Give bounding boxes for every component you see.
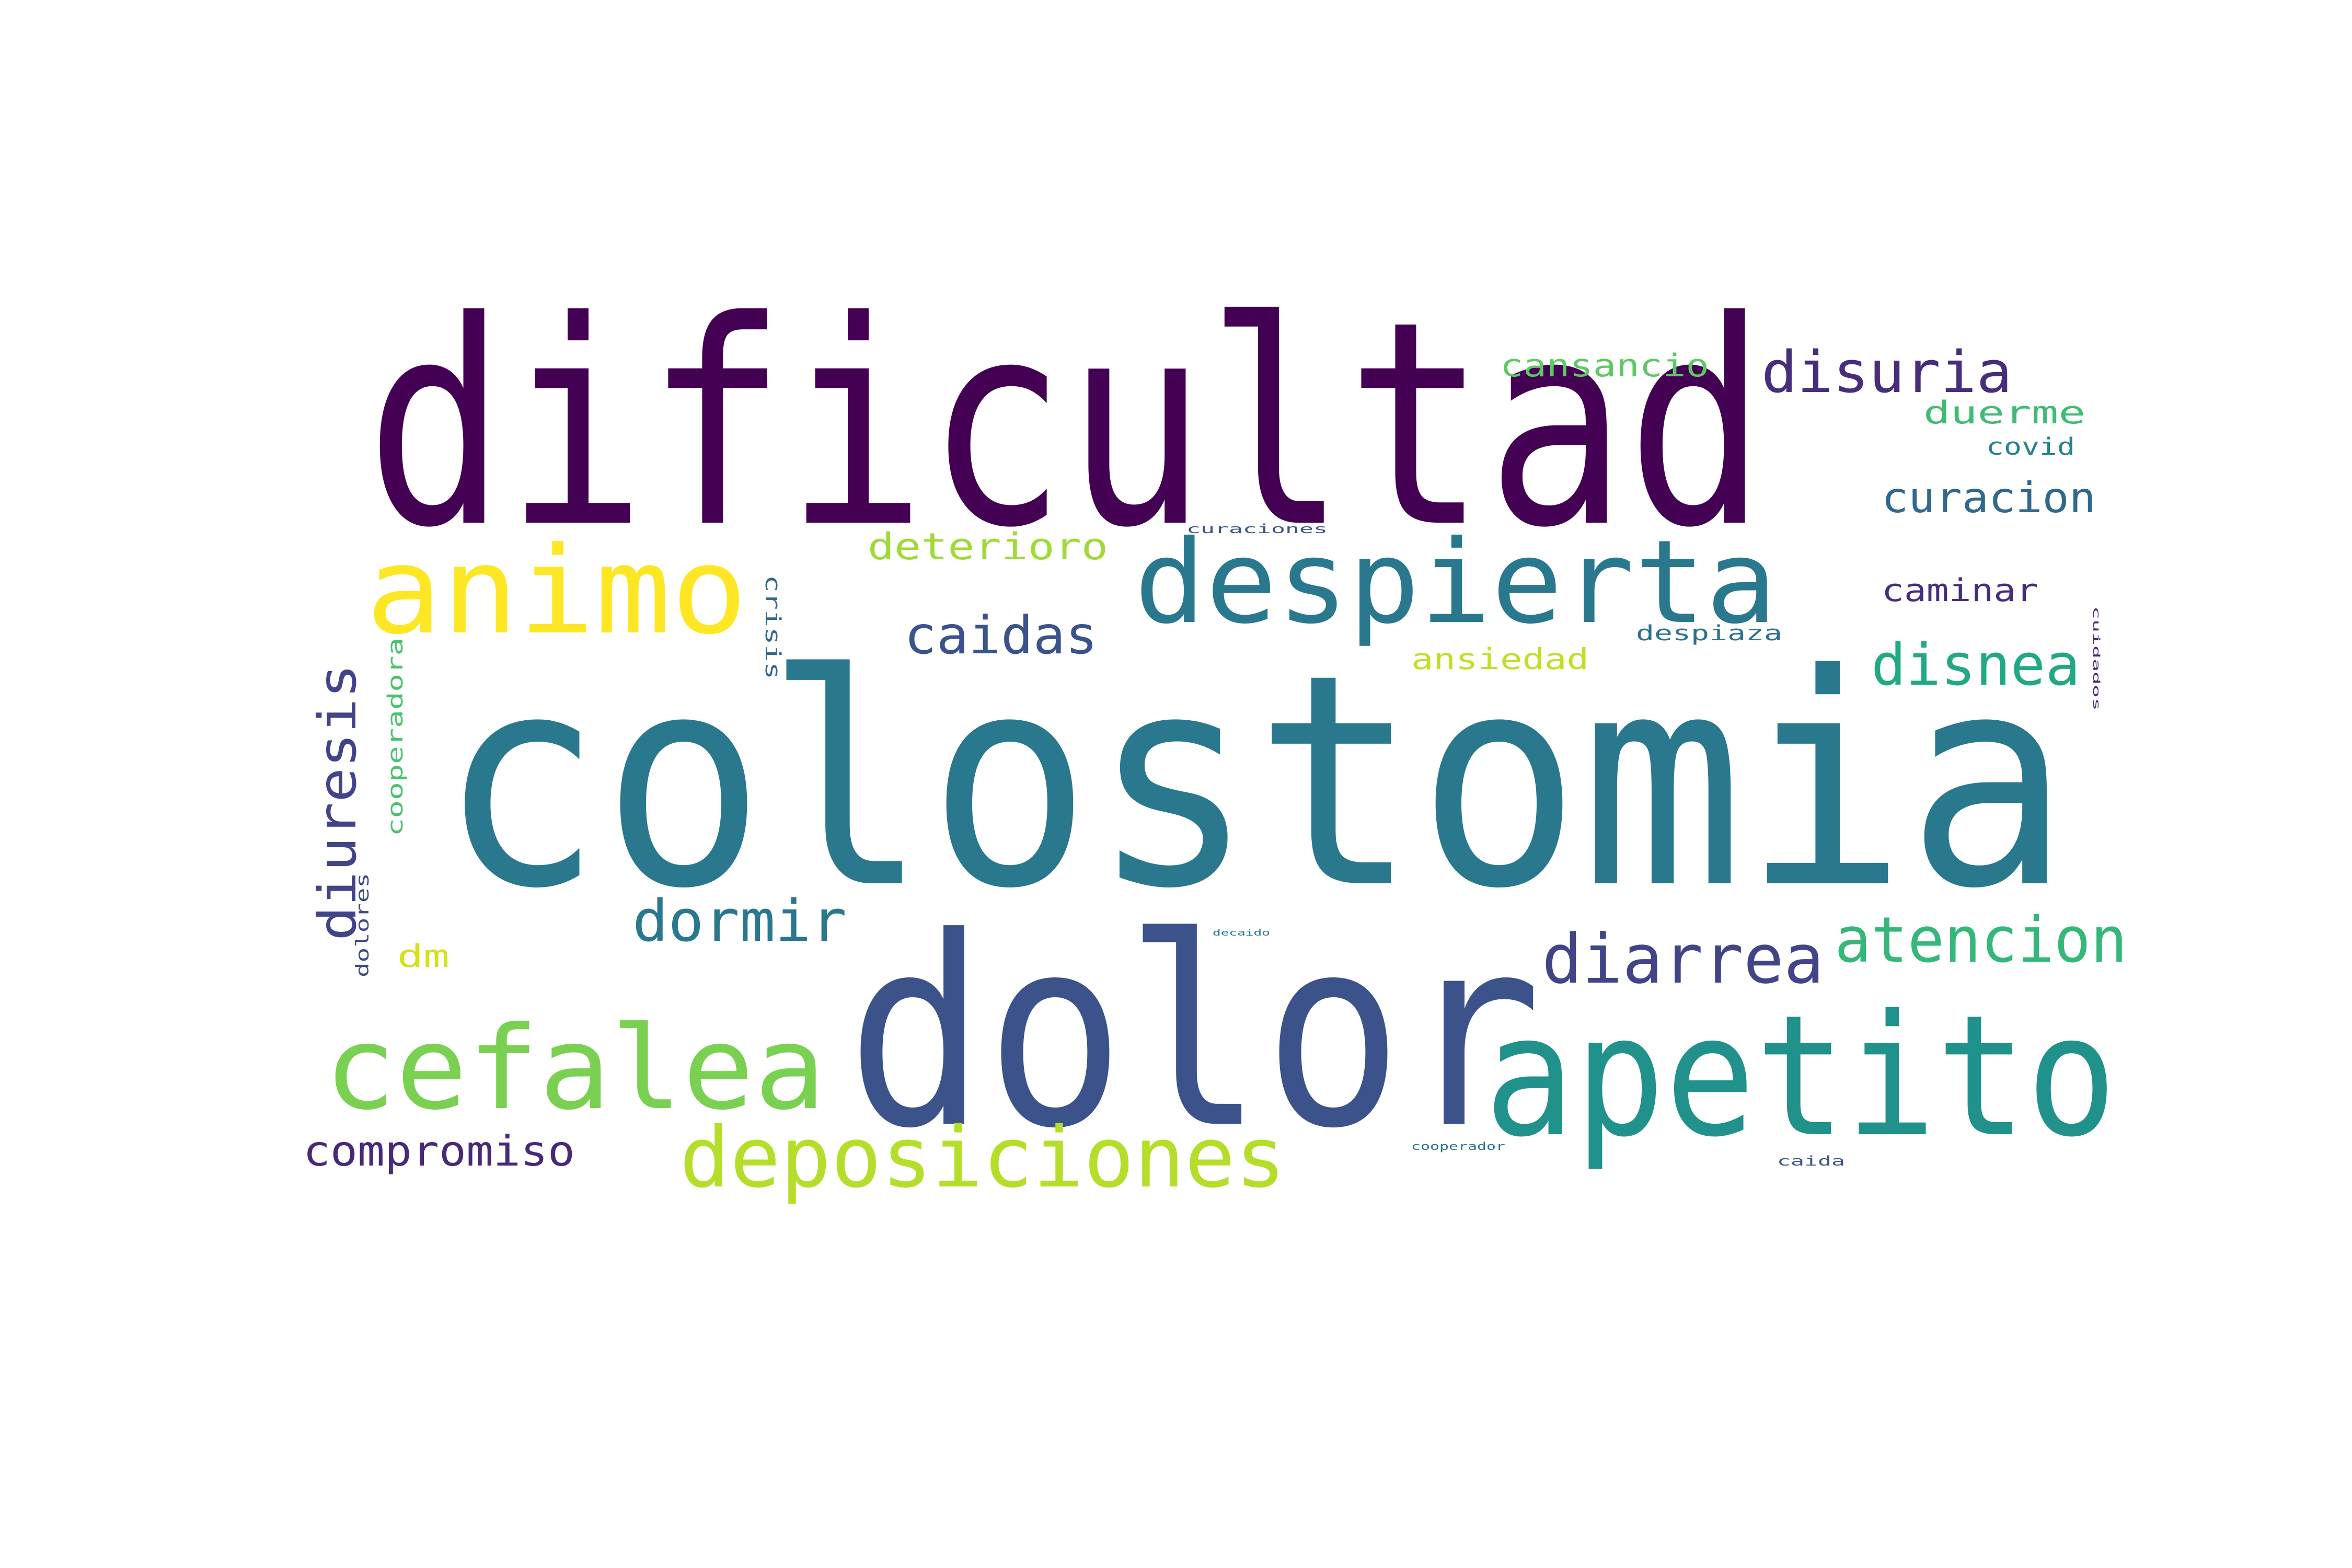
- word-crisis: crisis: [760, 575, 785, 679]
- word-ansiedad: ansiedad: [1411, 642, 1589, 676]
- word-curaciones: curaciones: [1186, 522, 1328, 536]
- word-cooperadora: cooperadora: [384, 638, 408, 836]
- word-duerme: duerme: [1923, 395, 2085, 431]
- word-despiaza: despiaza: [1636, 621, 1782, 645]
- word-deterioro: deterioro: [868, 525, 1108, 568]
- word-cuidados: cuidados: [2091, 606, 2102, 711]
- word-cooperador: cooperador: [1411, 1140, 1505, 1152]
- word-caida: caida: [1777, 1154, 1845, 1169]
- word-dm: dm: [397, 938, 449, 975]
- word-atencion: atencion: [1835, 904, 2127, 977]
- word-disnea: disnea: [1871, 631, 2080, 698]
- word-apetito: apetito: [1484, 979, 2117, 1174]
- word-diuresis: diuresis: [307, 664, 368, 941]
- word-caidas: caidas: [904, 605, 1098, 666]
- word-cansancio: cansancio: [1500, 348, 1709, 384]
- word-curacion: curacion: [1882, 474, 2096, 522]
- word-cefalea: cefalea: [324, 1001, 826, 1135]
- word-dolores: dolores: [352, 873, 373, 977]
- word-dificultad: dificultad: [366, 261, 1767, 590]
- word-colostomia: colostomia: [439, 612, 2070, 953]
- word-dolor: dolor: [847, 881, 1542, 1185]
- word-disuria: disuria: [1761, 339, 2012, 406]
- word-diarrea: diarrea: [1542, 919, 1824, 999]
- word-deposiciones: deposiciones: [679, 1109, 1286, 1206]
- word-compromiso: compromiso: [303, 1127, 575, 1175]
- word-animo: animo: [366, 522, 747, 661]
- word-decaido: decaido: [1213, 928, 1270, 938]
- word-covid: covid: [1986, 433, 2075, 460]
- word-dormir: dormir: [632, 887, 847, 954]
- word-despierta: despierta: [1134, 515, 1777, 649]
- word-caminar: caminar: [1882, 572, 2038, 609]
